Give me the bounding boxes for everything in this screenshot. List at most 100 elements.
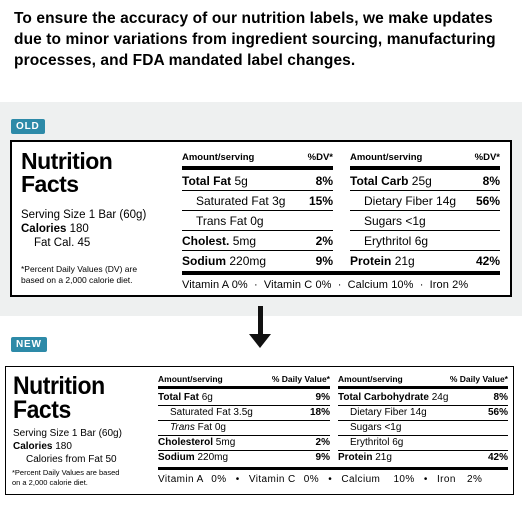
nutrient-label: Total Carb [350, 174, 409, 188]
nutrient-amount: 3g [272, 194, 286, 208]
new-calories-value: 180 [55, 441, 72, 452]
new-left-header-dv: % Daily Value* [271, 374, 330, 384]
new-right-header-amount: Amount/serving [338, 374, 403, 384]
nutrient-amount: 0g [250, 214, 264, 228]
old-left-row: Saturated Fat 3g 15% [182, 194, 333, 208]
old-serving-size: Serving Size 1 Bar (60g) [21, 209, 147, 221]
vitamin-dv: 0% [211, 474, 227, 485]
new-right-header: Amount/serving % Daily Value* [338, 374, 508, 384]
old-footnote-line1: *Percent Daily Values (DV) are [21, 264, 138, 274]
old-calories-value: 180 [69, 223, 89, 235]
old-right-thick-rule [350, 166, 500, 170]
nutrient-amount: 6g [392, 437, 404, 448]
old-title-line2: Facts [21, 171, 79, 197]
nutrient-dv: 56% [487, 407, 508, 418]
old-vitamin-line: Vitamin A 0% · Vitamin C 0% · Calcium 10… [182, 279, 469, 291]
nutrient-label: Sugars [364, 214, 403, 228]
old-left-header-amount: Amount/serving [182, 152, 255, 163]
nutrient-dv: 56% [475, 194, 500, 208]
nutrient-label: Total Fat [182, 174, 232, 188]
nutrient-dv: 9% [315, 392, 330, 403]
vitamin-item: Vitamin C 0% [263, 279, 332, 291]
nutrient-label: Dietary Fiber [364, 194, 433, 208]
nutrient-dv: 8% [482, 174, 500, 188]
nutrient-amount: 6g [201, 392, 213, 403]
nutrient-dv: 15% [308, 194, 333, 208]
row-divider [338, 405, 508, 406]
old-left-row: Trans Fat 0g [182, 214, 333, 228]
row-divider [338, 435, 508, 436]
row-divider [350, 230, 500, 231]
nutrient-amount: 5mg [215, 437, 236, 448]
nutrient-label: Total Carbohydrate [338, 392, 429, 403]
new-right-row: Sugars <1g [338, 422, 508, 433]
nutrient-amount: 24g [431, 392, 449, 403]
new-left-row: Trans Fat 0g [158, 422, 330, 433]
row-divider [182, 190, 333, 191]
nutrient-label: Sugars [350, 422, 382, 433]
nutrient-dv: 8% [493, 392, 508, 403]
new-left-header-amount: Amount/serving [158, 374, 223, 384]
vitamin-item: Vitamin A 0% [182, 279, 248, 291]
vitamin-name: Iron [436, 474, 456, 485]
old-right-row: Protein 21g 42% [350, 254, 500, 268]
new-right-thick-rule [338, 386, 508, 389]
nutrient-dv: 18% [309, 407, 330, 418]
nutrient-amount: Fat 0g [197, 422, 226, 433]
nutrient-label: Protein [350, 254, 392, 268]
nutrient-label: Protein [338, 452, 373, 463]
new-serving-size: Serving Size 1 Bar (60g) [13, 428, 122, 439]
old-right-row: Total Carb 25g 8% [350, 174, 500, 188]
old-left-row: Total Fat 5g 8% [182, 174, 333, 188]
nutrient-label: Sodium [182, 254, 226, 268]
old-calories-label: Calories [21, 223, 67, 235]
nutrient-label: Saturated Fat [196, 194, 269, 208]
nutrient-amount: 3.5g [233, 407, 253, 418]
row-divider [338, 420, 508, 421]
nutrient-label: Erythritol [350, 437, 390, 448]
vitamin-name: Vitamin A [158, 474, 204, 485]
old-footnote-line2: based on a 2,000 calorie diet. [21, 275, 133, 285]
old-left-header-dv: %DV* [307, 152, 333, 163]
vitamin-dv: 0% [303, 474, 320, 485]
row-divider [350, 190, 500, 191]
old-right-row: Dietary Fiber 14g 56% [350, 194, 500, 208]
new-tag: NEW [11, 337, 47, 352]
old-right-row: Sugars <1g [350, 214, 500, 228]
old-left-thick-rule [182, 166, 333, 170]
row-divider [182, 230, 333, 231]
nutrient-dv: 8% [315, 174, 333, 188]
notice-text: To ensure the accuracy of our nutrition … [14, 10, 496, 69]
old-tag: OLD [11, 119, 45, 134]
old-right-header-amount: Amount/serving [350, 152, 423, 163]
nutrient-amount: 220mg [229, 254, 267, 268]
row-divider [158, 405, 330, 406]
old-title-line1: Nutrition [21, 148, 113, 174]
new-vitamin-line: Vitamin A 0% • Vitamin C 0% • Calcium 10… [158, 474, 483, 485]
row-divider [158, 450, 330, 451]
new-right-row: Erythritol 6g [338, 437, 508, 448]
new-right-row: Protein 21g 42% [338, 452, 508, 463]
nutrient-label: Total Fat [158, 392, 199, 403]
nutrient-amount: 220mg [197, 452, 229, 463]
old-right-header: Amount/serving %DV* [350, 152, 500, 163]
nutrient-label: Saturated Fat [170, 407, 231, 418]
new-footnote-line2: on a 2,000 calorie diet. [12, 478, 88, 487]
nutrient-dv: 2% [315, 437, 330, 448]
new-left-row: Total Fat 6g 9% [158, 392, 330, 403]
old-right-row: Erythritol 6g [350, 234, 500, 248]
nutrient-label: Erythritol [364, 234, 412, 248]
old-calories: Calories 180 [21, 223, 89, 235]
down-arrow-head-icon [249, 334, 271, 348]
nutrient-amount: 25g [411, 174, 432, 188]
nutrient-amount: <1g [384, 422, 402, 433]
new-vitamin-rule [158, 467, 508, 470]
row-divider [158, 435, 330, 436]
vitamin-name: Vitamin C [248, 474, 296, 485]
nutrient-amount: 6g [414, 234, 429, 248]
new-left-row: Cholesterol 5mg 2% [158, 437, 330, 448]
nutrient-amount: 21g [394, 254, 415, 268]
nutrient-label: Trans Fat [196, 214, 247, 228]
nutrient-amount: 5g [234, 174, 248, 188]
nutrient-amount: 5mg [232, 234, 257, 248]
